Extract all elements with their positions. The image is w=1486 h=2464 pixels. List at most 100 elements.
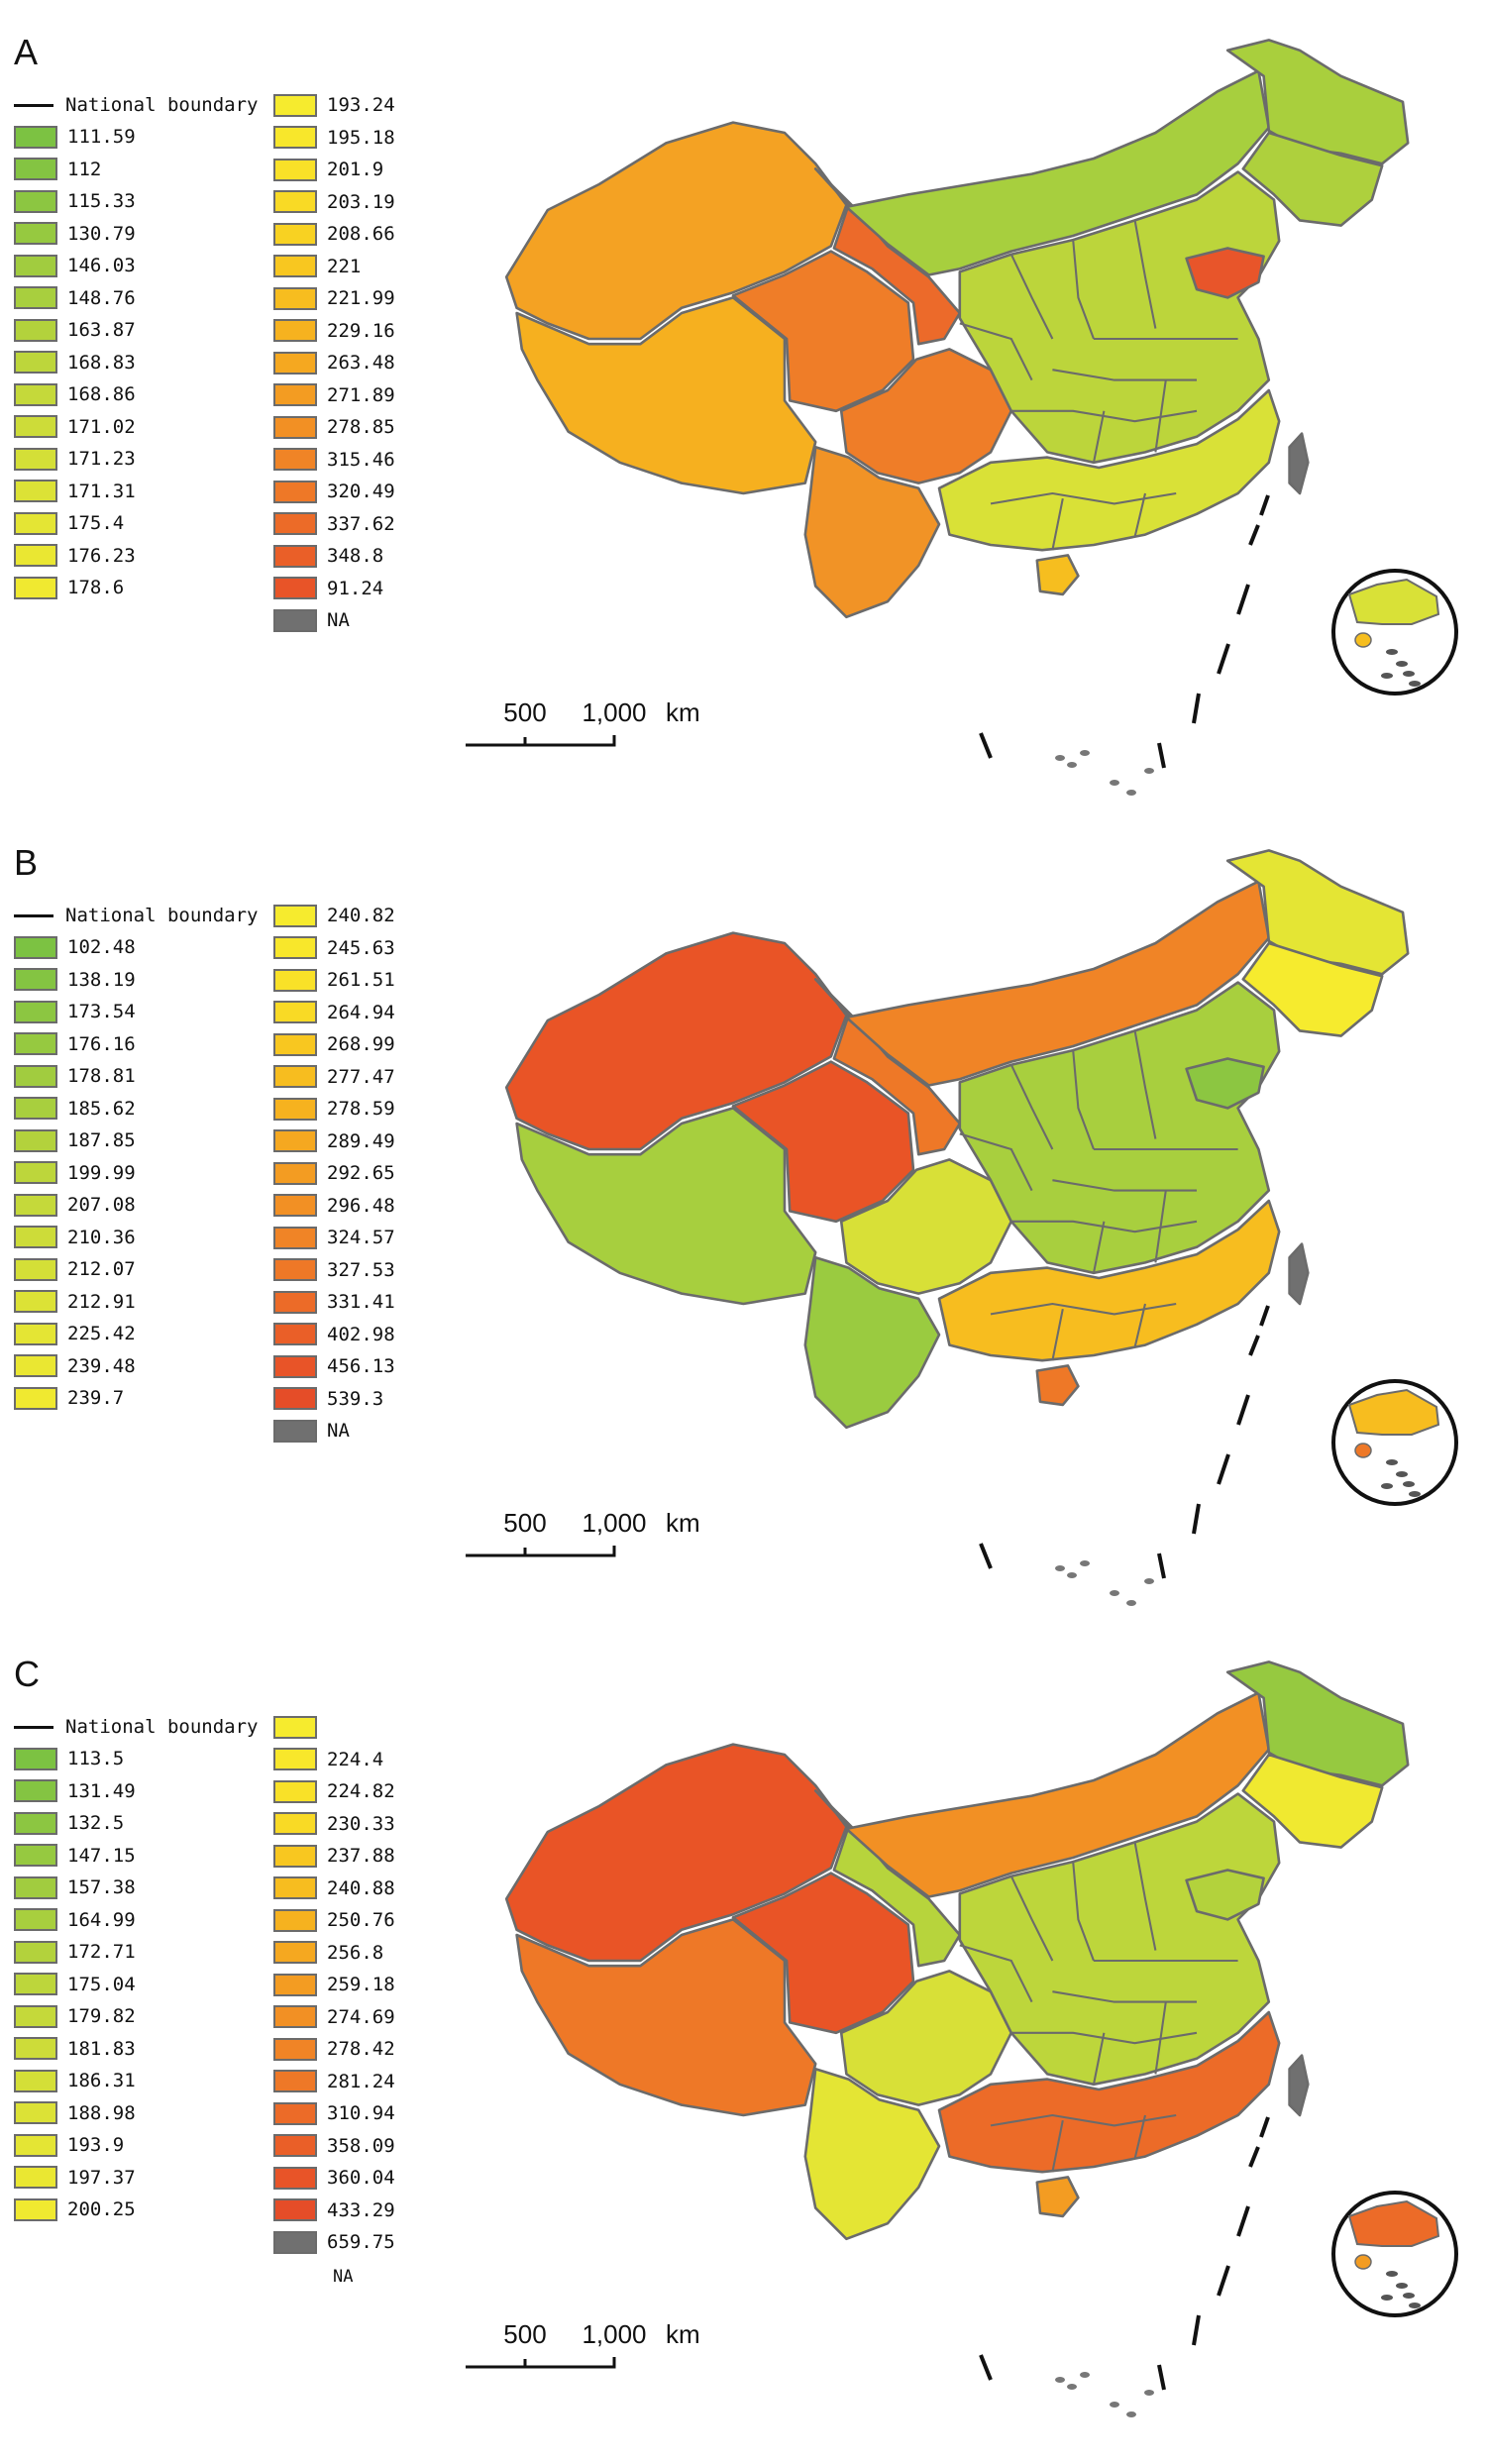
- inset-hainan: [1354, 632, 1372, 648]
- inset-hainan: [1354, 1443, 1372, 1458]
- legend-item: 172.71: [14, 1938, 136, 1966]
- legend-swatch: [14, 1386, 57, 1410]
- legend-item: 146.03: [14, 252, 136, 279]
- legend-swatch: [14, 1032, 57, 1055]
- legend-value: 358.09: [327, 2134, 395, 2157]
- region-jilin: [1241, 1753, 1384, 1849]
- legend-item: 102.48: [14, 933, 136, 961]
- legend-item: 277.47: [273, 1063, 395, 1091]
- legend-value: 278.85: [327, 416, 395, 438]
- legend-swatch: [14, 1322, 57, 1345]
- province-border: [1154, 2001, 1167, 2075]
- nine-dash-line: [1236, 1394, 1250, 1426]
- legend-item: 250.76: [273, 1906, 395, 1934]
- legend-swatch: [14, 2197, 57, 2221]
- legend-item: 292.65: [273, 1159, 395, 1187]
- legend-item: 185.62: [14, 1095, 136, 1123]
- island: [1144, 768, 1154, 774]
- legend-value: 187.85: [67, 1129, 136, 1151]
- province-border: [1133, 1842, 1157, 1951]
- island: [1126, 2411, 1136, 2417]
- legend-item: 188.98: [14, 2099, 136, 2127]
- legend-swatch: [14, 1161, 57, 1184]
- legend-value: 274.69: [327, 2005, 395, 2028]
- legend-swatch: [14, 1875, 57, 1899]
- island: [1110, 780, 1119, 786]
- inset-island: [1409, 681, 1421, 687]
- legend-item: 208.66: [273, 220, 395, 248]
- legend-value: 197.37: [67, 2166, 136, 2189]
- legend-swatch: [14, 576, 57, 599]
- legend-swatch: [14, 935, 57, 959]
- legend-item: 315.46: [273, 446, 395, 474]
- legend-swatch: [273, 2230, 317, 2254]
- legend-swatch: [273, 190, 317, 213]
- inset-mainland: [1347, 1388, 1440, 1436]
- nine-dash-line: [1236, 2205, 1250, 2237]
- legend-value: 250.76: [327, 1909, 395, 1931]
- legend-value: 212.07: [67, 1258, 136, 1280]
- legend-swatch: [14, 2133, 57, 2157]
- legend-item: 245.63: [273, 934, 395, 962]
- region-hainan: [1035, 2176, 1080, 2218]
- legend-swatch: [273, 286, 317, 310]
- inset-island: [1409, 1491, 1421, 1497]
- legend-value: 224.82: [327, 1780, 395, 1802]
- region-central-east: [958, 1792, 1281, 2087]
- region-yunnan: [803, 1255, 941, 1430]
- legend-item: 176.23: [14, 542, 136, 570]
- island: [1144, 1578, 1154, 1584]
- legend-value: 115.33: [67, 190, 136, 212]
- island: [1067, 762, 1077, 768]
- legend-item: 130.79: [14, 220, 136, 248]
- nine-dash-line: [979, 2354, 993, 2381]
- legend-swatch: [14, 1064, 57, 1088]
- island: [1055, 2377, 1065, 2383]
- legend-value: 261.51: [327, 969, 395, 991]
- legend-swatch: [273, 936, 317, 959]
- legend-swatch: [14, 1290, 57, 1313]
- scale-label: 1,000: [582, 2319, 646, 2349]
- legend-swatch: [273, 1226, 317, 1249]
- legend-item: 173.54: [14, 998, 136, 1025]
- legend-swatch: [273, 351, 317, 375]
- legend-item: 274.69: [273, 2003, 395, 2031]
- legend-swatch: [273, 126, 317, 149]
- legend-swatch: [14, 189, 57, 213]
- legend-swatch: [14, 1844, 57, 1867]
- legend-swatch: [14, 1779, 57, 1802]
- legend-item: 201.9: [273, 156, 383, 183]
- boundary-line-icon: [14, 103, 53, 107]
- legend-swatch: [14, 1257, 57, 1281]
- inset-island: [1409, 2303, 1421, 2308]
- legend-value: 132.5: [67, 1812, 125, 1834]
- legend-item: 271.89: [273, 381, 395, 409]
- legend-item: 256.8: [273, 1939, 383, 1967]
- legend-item: 148.76: [14, 284, 136, 312]
- legend-swatch: [273, 1129, 317, 1152]
- nine-dash-line: [1157, 742, 1166, 769]
- region-qinghai: [731, 1060, 915, 1224]
- nine-dash-line: [979, 732, 993, 759]
- legend-swatch: [273, 1748, 317, 1770]
- region-yunnan: [803, 445, 941, 619]
- legend-value: 237.88: [327, 1845, 395, 1867]
- legend-swatch: [273, 1941, 317, 1964]
- legend-swatch: [273, 2005, 317, 2028]
- legend-item: 175.04: [14, 1971, 136, 1998]
- legend-swatch: [273, 1844, 317, 1868]
- legend-value: 173.54: [67, 1001, 136, 1022]
- scale-label: 500: [503, 697, 546, 727]
- nine-dash-line: [1192, 2314, 1201, 2346]
- boundary-label: National boundary: [65, 905, 259, 926]
- legend-item: 212.91: [14, 1288, 136, 1316]
- boundary-line-icon: [14, 913, 53, 917]
- legend-item: 164.99: [14, 1906, 136, 1934]
- legend-value: 315.46: [327, 448, 395, 471]
- legend-value: 212.91: [67, 1290, 136, 1313]
- inset-mainland: [1347, 2199, 1440, 2247]
- region-hainan: [1035, 554, 1080, 596]
- legend-swatch: [14, 1747, 57, 1770]
- legend-value: 221: [327, 255, 362, 277]
- province-border: [1052, 1179, 1197, 1192]
